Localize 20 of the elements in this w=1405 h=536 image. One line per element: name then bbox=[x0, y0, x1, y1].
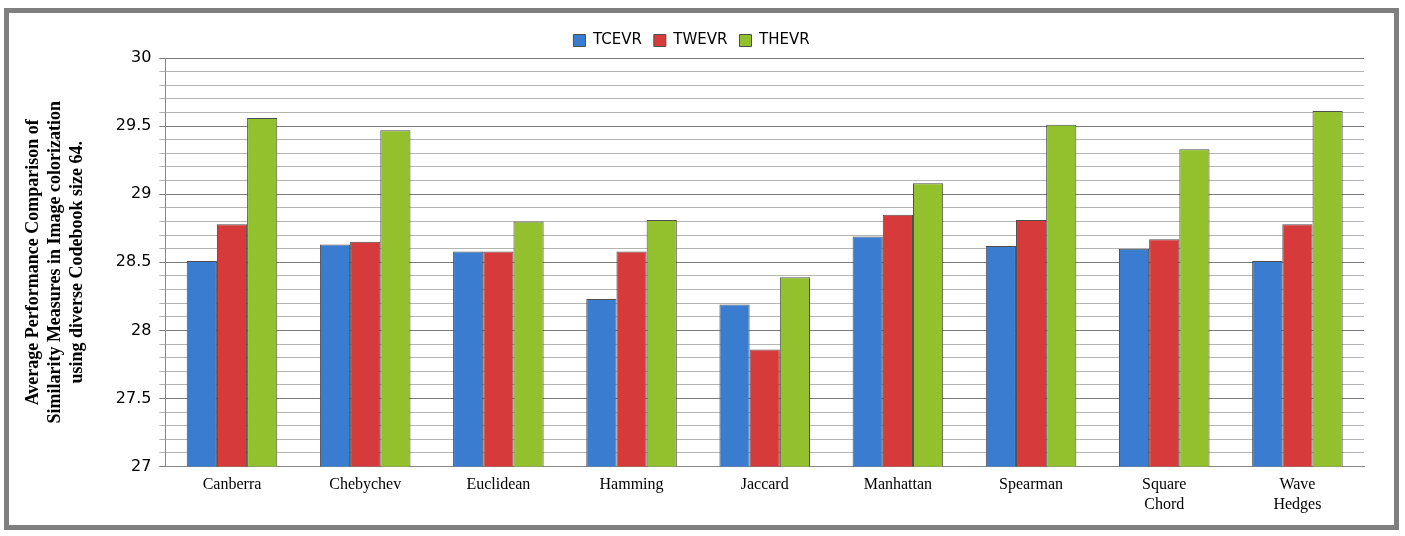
y-axis-title: Average Performance Comparison of Similarity Measures in Image colorization using diverse Codebook size 64. bbox=[22, 100, 86, 424]
x-tick-label: Chebychev bbox=[329, 475, 402, 494]
x-tick-label: Square Chord bbox=[1142, 475, 1187, 512]
legend-label: THEVR bbox=[757, 30, 810, 49]
legend-label: TWEVR bbox=[672, 30, 728, 49]
y-tick-label: 29 bbox=[131, 183, 152, 203]
y-tick-label: 28 bbox=[131, 319, 152, 339]
legend-label: TCEVR bbox=[591, 30, 642, 49]
x-tick-label: Jaccard bbox=[740, 475, 789, 493]
y-tick-label: 27.5 bbox=[115, 387, 152, 407]
x-tick-label: Manhattan bbox=[863, 475, 933, 493]
y-tick-label: 29.5 bbox=[115, 115, 152, 135]
y-tick-label: 28.5 bbox=[115, 251, 152, 271]
x-tick-label: Hamming bbox=[599, 475, 664, 494]
y-tick-label: 27 bbox=[131, 455, 152, 475]
x-tick-label: Spearman bbox=[999, 475, 1064, 494]
x-tick-label: Canberra bbox=[202, 475, 262, 493]
x-tick-label: Wave Hedges bbox=[1273, 475, 1322, 513]
y-tick-label: 30 bbox=[131, 47, 152, 67]
x-tick-label: Euclidean bbox=[466, 475, 531, 493]
